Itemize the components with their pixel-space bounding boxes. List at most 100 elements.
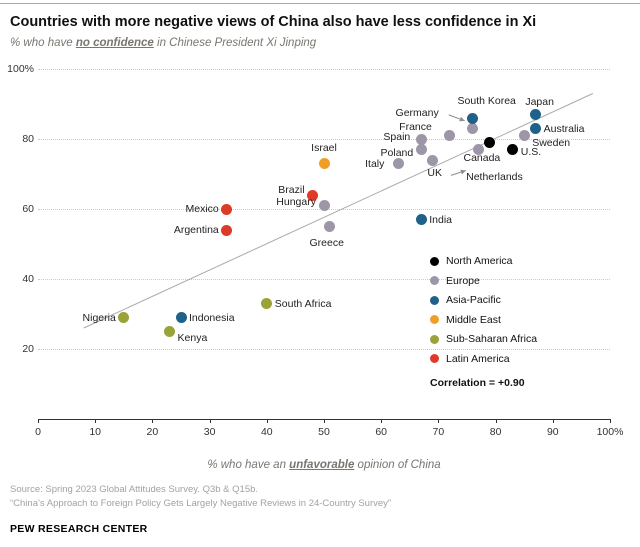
point-label-sweden: Sweden xyxy=(532,136,571,149)
point-label-france: France xyxy=(399,120,432,133)
x-axis-title: % who have an unfavorable opinion of Chi… xyxy=(38,459,610,471)
point-south-africa xyxy=(261,298,273,309)
x-tick-label-50: 50 xyxy=(318,426,330,438)
netherlands-arrow xyxy=(450,169,467,176)
point-label-south-korea: South Korea xyxy=(457,95,516,107)
point-label-mexico: Mexico xyxy=(185,203,219,215)
y-tick-label-20: 20 xyxy=(22,343,34,355)
legend-swatch-asia-pacific xyxy=(430,295,439,305)
legend-item-latin-america: Latin America xyxy=(430,353,537,365)
point-australia xyxy=(530,123,542,134)
x-tick-mark-100 xyxy=(610,419,611,423)
x-tick-mark-60 xyxy=(381,419,383,423)
legend-label-north-america: North America xyxy=(446,255,513,267)
x-tick-label-30: 30 xyxy=(203,426,216,438)
point-india xyxy=(415,214,427,225)
y-tick-label-80: 80 xyxy=(22,133,34,145)
point-label-india: India xyxy=(429,213,453,226)
legend-swatch-middle-east xyxy=(430,315,439,324)
point-japan xyxy=(530,109,542,120)
point-israel xyxy=(318,158,330,169)
point-france xyxy=(444,130,456,141)
x-axis-title-suffix: opinion of China xyxy=(354,459,441,471)
point-kenya xyxy=(164,326,176,337)
chart-subtitle: % who have no confidence in Chinese Pres… xyxy=(10,37,630,49)
scatter-chart: 20 40 60 80 100% 0 10 20 30 40 50 60 70 80 90 100% Nige… xyxy=(7,63,630,451)
page-title: Countries with more negative views of Ch… xyxy=(10,14,537,30)
y-axis: 20 40 60 80 100% xyxy=(7,63,34,419)
point-italy xyxy=(392,158,404,169)
point-label-greece: Greece xyxy=(309,236,344,249)
x-tick-label-10: 10 xyxy=(89,426,102,438)
x-tick-label-90: 90 xyxy=(546,426,559,438)
x-tick-label-0: 0 xyxy=(35,426,41,438)
point-label-poland: Poland xyxy=(380,146,414,159)
point-label-uk: UK xyxy=(427,167,442,179)
pew-research-center-brand: PEW RESEARCH CENTER xyxy=(10,522,148,535)
x-axis-title-prefix: % who have an xyxy=(207,459,290,471)
germany-arrow xyxy=(448,114,465,122)
point-label-nigeria: Nigeria xyxy=(82,311,116,324)
y-tick-label-60: 60 xyxy=(22,203,34,215)
point-label-canada: Canada xyxy=(463,151,501,164)
legend-swatch-sub-saharan-africa xyxy=(430,334,439,344)
x-tick-mark-30 xyxy=(209,419,211,423)
top-rule xyxy=(0,3,640,4)
x-tick-mark-40 xyxy=(266,419,268,423)
legend-item-north-america: North America xyxy=(430,255,537,267)
point-u-s xyxy=(507,144,519,155)
point-label-argentina: Argentina xyxy=(173,224,219,236)
point-label-hungary: Hungary xyxy=(276,195,316,208)
subtitle-suffix: in Chinese President Xi Jinping xyxy=(153,37,317,49)
x-tick-mark-10 xyxy=(95,419,97,423)
point-label-japan: Japan xyxy=(525,95,554,108)
gridline-20 xyxy=(38,349,610,350)
x-tick-mark-20 xyxy=(152,419,154,423)
legend-item-europe: Europe xyxy=(430,275,537,287)
point-greece xyxy=(324,221,336,232)
point-label-indonesia: Indonesia xyxy=(189,311,235,324)
subtitle-prefix: % who have xyxy=(10,37,76,49)
gridline-100 xyxy=(38,69,610,70)
point-hungary xyxy=(318,200,330,211)
y-tick-label-100: 100% xyxy=(7,63,34,75)
point-label-u-s: U.S. xyxy=(520,145,542,158)
x-tick-mark-70 xyxy=(438,419,440,423)
legend-label-middle-east: Middle East xyxy=(446,313,501,326)
legend-label-sub-saharan-africa: Sub-Saharan Africa xyxy=(446,333,538,345)
point-label-netherlands: Netherlands xyxy=(466,170,523,183)
x-axis-title-emphasis: unfavorable xyxy=(289,459,355,471)
point-label-kenya: Kenya xyxy=(177,331,208,344)
footer: Source: Spring 2023 Global Attitudes Sur… xyxy=(10,483,630,535)
y-tick-label-40: 40 xyxy=(22,273,34,285)
legend-label-latin-america: Latin America xyxy=(446,352,510,365)
x-tick-mark-0 xyxy=(38,419,39,423)
point-netherlands xyxy=(472,144,484,155)
x-tick-mark-90 xyxy=(552,419,554,423)
point-label-germany: Germany xyxy=(395,106,439,119)
point-sweden xyxy=(518,130,530,141)
legend-item-middle-east: Middle East xyxy=(430,314,537,326)
point-label-australia: Australia xyxy=(543,122,585,135)
report-title-line: “China’s Approach to Foreign Policy Gets… xyxy=(10,497,392,509)
point-argentina xyxy=(221,224,233,236)
point-label-israel: Israel xyxy=(311,141,337,154)
x-tick-label-60: 60 xyxy=(375,426,388,438)
point-label-italy: Italy xyxy=(365,157,385,170)
point-canada xyxy=(484,137,496,148)
point-label-south-africa: South Africa xyxy=(274,297,332,310)
x-tick-mark-50 xyxy=(324,419,325,423)
legend-swatch-europe xyxy=(430,276,439,285)
point-spain xyxy=(415,133,427,145)
point-mexico xyxy=(221,203,233,215)
legend-swatch-north-america xyxy=(430,256,439,266)
x-tick-label-100: 100% xyxy=(596,426,624,438)
point-germany xyxy=(467,123,479,134)
legend: North America Europe Asia-Pacific Middle Ea… xyxy=(430,255,537,372)
point-indonesia xyxy=(175,312,187,323)
point-nigeria xyxy=(118,312,130,323)
legend-label-europe: Europe xyxy=(446,274,480,287)
point-label-brazil: Brazil xyxy=(278,184,305,196)
legend-swatch-latin-america xyxy=(430,354,439,363)
